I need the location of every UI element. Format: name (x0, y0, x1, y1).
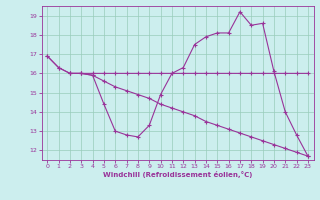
X-axis label: Windchill (Refroidissement éolien,°C): Windchill (Refroidissement éolien,°C) (103, 171, 252, 178)
